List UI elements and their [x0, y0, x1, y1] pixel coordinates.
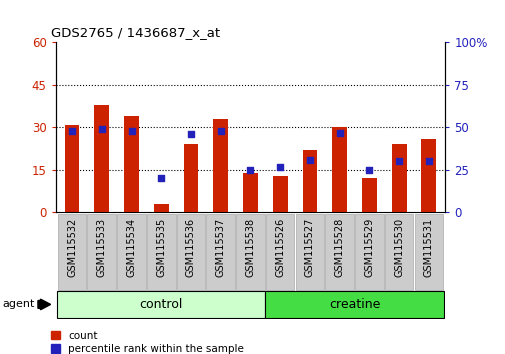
Bar: [94, 105, 109, 212]
Text: creatine: creatine: [328, 298, 379, 311]
Text: GSM115535: GSM115535: [156, 218, 166, 277]
Text: GSM115527: GSM115527: [305, 218, 314, 277]
Bar: [332, 127, 346, 212]
FancyBboxPatch shape: [414, 214, 442, 290]
FancyBboxPatch shape: [325, 214, 354, 290]
Text: GSM115534: GSM115534: [126, 218, 136, 277]
Point: [335, 130, 343, 135]
Bar: [183, 144, 198, 212]
Point: [97, 126, 106, 132]
Text: GSM115529: GSM115529: [364, 218, 374, 277]
Bar: [391, 144, 406, 212]
Text: GSM115533: GSM115533: [96, 218, 107, 277]
Text: GSM115526: GSM115526: [275, 218, 285, 277]
Bar: [213, 119, 228, 212]
Text: GDS2765 / 1436687_x_at: GDS2765 / 1436687_x_at: [50, 26, 219, 39]
Text: GSM115538: GSM115538: [245, 218, 255, 277]
FancyBboxPatch shape: [266, 214, 294, 290]
Text: agent: agent: [3, 299, 35, 309]
Text: control: control: [139, 298, 183, 311]
Point: [365, 167, 373, 173]
FancyBboxPatch shape: [58, 214, 86, 290]
Bar: [421, 139, 435, 212]
Text: GSM115528: GSM115528: [334, 218, 344, 277]
Bar: [272, 176, 287, 212]
FancyBboxPatch shape: [206, 214, 234, 290]
Point: [276, 164, 284, 169]
FancyBboxPatch shape: [355, 214, 383, 290]
Bar: [242, 173, 258, 212]
Text: GSM115530: GSM115530: [393, 218, 403, 277]
Point: [424, 159, 432, 164]
Point: [306, 157, 314, 162]
Bar: [302, 150, 317, 212]
FancyBboxPatch shape: [236, 214, 264, 290]
Bar: [57, 291, 265, 318]
FancyBboxPatch shape: [146, 214, 175, 290]
Text: GSM115532: GSM115532: [67, 218, 77, 277]
Text: GSM115531: GSM115531: [423, 218, 433, 277]
FancyBboxPatch shape: [295, 214, 324, 290]
Point: [216, 128, 224, 134]
Point: [186, 131, 194, 137]
Point: [68, 128, 76, 134]
FancyBboxPatch shape: [117, 214, 145, 290]
Legend: count, percentile rank within the sample: count, percentile rank within the sample: [50, 331, 244, 354]
Bar: [361, 178, 376, 212]
FancyBboxPatch shape: [176, 214, 205, 290]
Point: [157, 176, 165, 181]
Text: GSM115537: GSM115537: [215, 218, 225, 277]
Bar: [65, 125, 79, 212]
Bar: [265, 291, 443, 318]
Bar: [154, 204, 168, 212]
FancyBboxPatch shape: [87, 214, 116, 290]
FancyBboxPatch shape: [384, 214, 413, 290]
Point: [246, 167, 254, 173]
Point: [394, 159, 402, 164]
Text: GSM115536: GSM115536: [186, 218, 195, 277]
Point: [127, 128, 135, 134]
Bar: [124, 116, 139, 212]
